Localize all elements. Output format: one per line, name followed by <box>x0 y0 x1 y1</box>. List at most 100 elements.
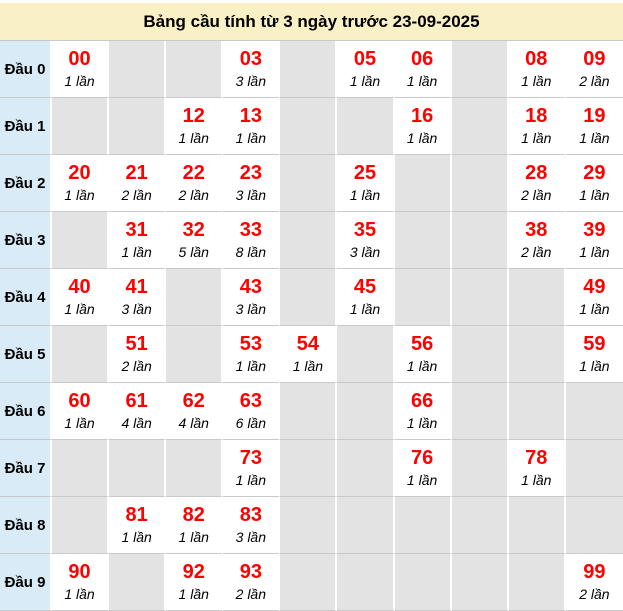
number-count: 1 lần <box>521 130 552 146</box>
number-cell: 51 2 lần <box>109 326 167 383</box>
number-count: 3 lần <box>121 301 152 317</box>
number-count: 2 lần <box>121 358 152 374</box>
number-count: 3 lần <box>235 73 266 89</box>
empty-cell <box>109 554 167 611</box>
number-count: 2 lần <box>121 187 152 203</box>
number-cell: 81 1 lần <box>109 497 167 554</box>
empty-cell <box>52 326 110 383</box>
empty-cell <box>337 554 395 611</box>
table-row: Đầu 0 00 1 lần 03 3 lần 05 1 lần 06 1 lần 08 1 lần… <box>0 41 623 98</box>
table-row: Đầu 8 81 1 lần 82 1 lần 83 3 lần <box>0 497 623 554</box>
number-cell: 13 1 lần <box>223 98 281 155</box>
number-count: 1 lần <box>235 472 266 488</box>
number-cell: 08 1 lần <box>508 41 566 98</box>
number-cell: 20 1 lần <box>52 155 110 212</box>
empty-cell <box>451 497 509 554</box>
empty-cell <box>337 383 395 440</box>
number-count: 2 lần <box>521 244 552 260</box>
number-value: 49 <box>583 276 606 298</box>
number-cell: 22 2 lần <box>166 155 224 212</box>
number-cell: 54 1 lần <box>280 326 338 383</box>
empty-cell <box>451 554 509 611</box>
number-cell: 92 1 lần <box>166 554 224 611</box>
number-cell: 40 1 lần <box>52 269 110 326</box>
empty-cell <box>280 269 338 326</box>
empty-cell <box>280 383 338 440</box>
number-cell: 63 6 lần <box>223 383 281 440</box>
number-value: 61 <box>125 390 148 412</box>
empty-cell <box>280 440 338 497</box>
number-value: 59 <box>583 333 606 355</box>
number-count: 1 lần <box>579 130 610 146</box>
empty-cell <box>280 98 338 155</box>
empty-cell <box>109 98 167 155</box>
number-count: 1 lần <box>349 187 381 203</box>
empty-cell <box>109 440 167 497</box>
number-count: 1 lần <box>406 472 438 488</box>
number-cell: 60 1 lần <box>52 383 110 440</box>
number-count: 6 lần <box>235 415 266 431</box>
empty-cell <box>451 98 509 155</box>
number-count: 1 lần <box>64 187 95 203</box>
number-cell: 19 1 lần <box>565 98 623 155</box>
empty-cell <box>280 497 338 554</box>
number-value: 73 <box>239 447 262 469</box>
number-value: 20 <box>68 162 91 184</box>
row-label: Đầu 8 <box>0 497 52 554</box>
number-value: 13 <box>239 105 262 127</box>
empty-cell <box>394 269 452 326</box>
empty-cell <box>565 440 623 497</box>
empty-cell <box>451 440 509 497</box>
empty-cell <box>52 440 110 497</box>
number-value: 51 <box>125 333 148 355</box>
number-count: 1 lần <box>178 130 209 146</box>
number-value: 29 <box>583 162 606 184</box>
number-value: 32 <box>182 219 205 241</box>
table-row: Đầu 3 31 1 lần 32 5 lần 33 8 lần 35 3 lần 38 2 lần… <box>0 212 623 269</box>
cau-table-body: Đầu 0 00 1 lần 03 3 lần 05 1 lần 06 1 lần 08 1 lần… <box>0 41 623 611</box>
number-cell: 41 3 lần <box>109 269 167 326</box>
number-cell: 12 1 lần <box>166 98 224 155</box>
number-count: 8 lần <box>235 244 266 260</box>
number-value: 06 <box>410 48 434 70</box>
empty-cell <box>508 326 566 383</box>
number-value: 41 <box>125 276 148 298</box>
number-cell: 49 1 lần <box>565 269 623 326</box>
number-value: 35 <box>353 219 377 241</box>
table-row: Đầu 5 51 2 lần 53 1 lần 54 1 lần 56 1 lần 59 1 lần <box>0 326 623 383</box>
empty-cell <box>52 212 110 269</box>
number-cell: 76 1 lần <box>394 440 452 497</box>
empty-cell <box>166 440 224 497</box>
row-label: Đầu 9 <box>0 554 52 611</box>
number-count: 1 lần <box>178 529 209 545</box>
number-value: 00 <box>68 48 91 70</box>
table-row: Đầu 7 73 1 lần 76 1 lần 78 1 lần <box>0 440 623 497</box>
number-value: 16 <box>410 105 434 127</box>
number-value: 83 <box>239 504 262 526</box>
empty-cell <box>394 212 452 269</box>
row-label: Đầu 2 <box>0 155 52 212</box>
number-cell: 45 1 lần <box>337 269 395 326</box>
empty-cell <box>508 554 566 611</box>
number-count: 3 lần <box>235 301 266 317</box>
number-value: 40 <box>68 276 91 298</box>
number-count: 3 lần <box>235 529 266 545</box>
number-cell: 83 3 lần <box>223 497 281 554</box>
number-count: 1 lần <box>64 301 95 317</box>
empty-cell <box>166 41 224 98</box>
number-value: 33 <box>239 219 262 241</box>
number-value: 78 <box>525 447 548 469</box>
row-label: Đầu 0 <box>0 41 52 98</box>
number-cell: 66 1 lần <box>394 383 452 440</box>
number-value: 38 <box>525 219 548 241</box>
empty-cell <box>394 497 452 554</box>
number-cell: 82 1 lần <box>166 497 224 554</box>
table-row: Đầu 4 40 1 lần 41 3 lần 43 3 lần 45 1 lần 49 1 lần <box>0 269 623 326</box>
empty-cell <box>280 554 338 611</box>
number-value: 12 <box>182 105 205 127</box>
number-count: 1 lần <box>349 301 381 317</box>
number-value: 53 <box>239 333 262 355</box>
empty-cell <box>280 212 338 269</box>
number-count: 1 lần <box>406 358 438 374</box>
